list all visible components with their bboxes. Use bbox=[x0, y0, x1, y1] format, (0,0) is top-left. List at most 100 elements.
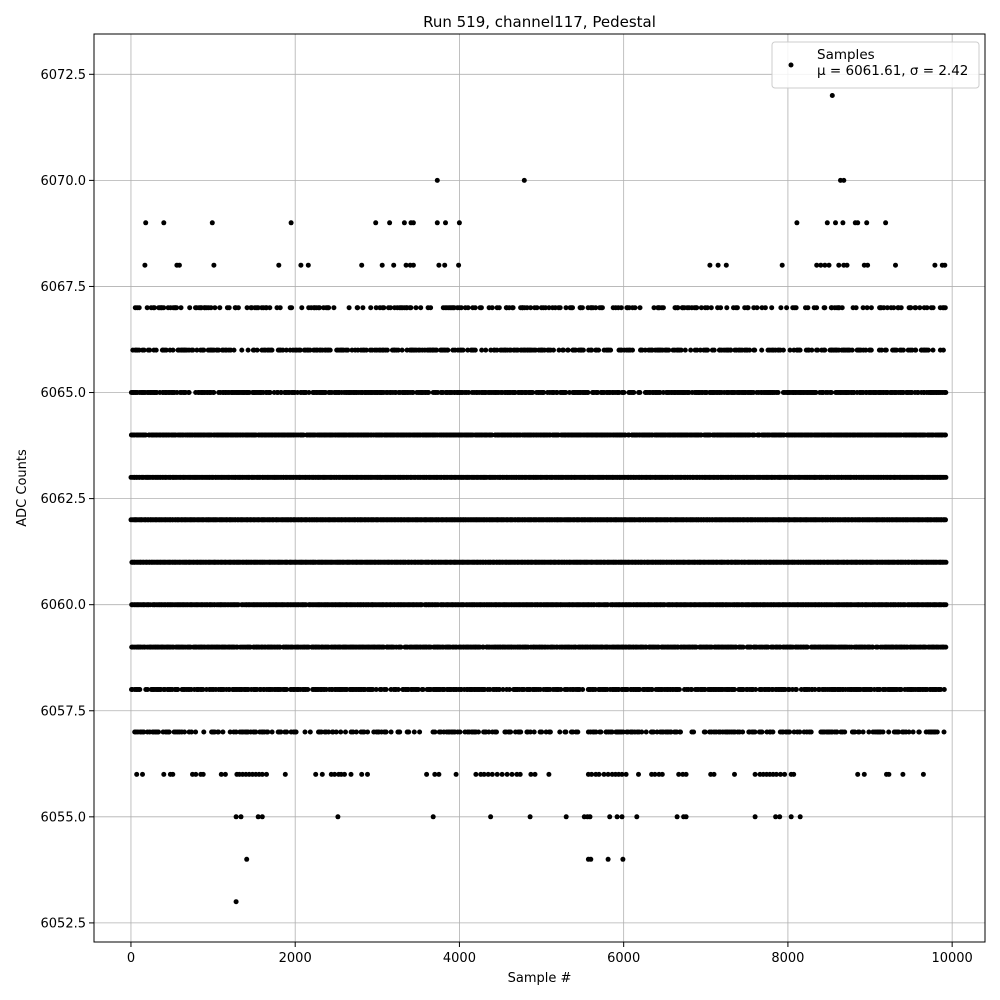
data-point bbox=[368, 305, 374, 311]
data-point bbox=[632, 305, 638, 311]
data-point bbox=[688, 347, 694, 353]
data-point bbox=[267, 390, 273, 395]
data-point bbox=[410, 220, 416, 226]
data-point bbox=[212, 305, 218, 311]
data-point bbox=[443, 220, 448, 226]
data-point bbox=[678, 347, 684, 353]
data-point bbox=[434, 220, 440, 226]
data-point bbox=[805, 305, 811, 311]
data-point bbox=[410, 262, 416, 268]
data-point bbox=[373, 305, 379, 311]
data-point bbox=[391, 262, 397, 268]
data-point bbox=[305, 262, 311, 268]
data-point bbox=[621, 390, 627, 395]
data-point bbox=[940, 347, 946, 353]
data-point bbox=[170, 347, 176, 353]
data-point bbox=[813, 390, 819, 395]
data-point bbox=[297, 347, 303, 353]
data-point bbox=[235, 305, 241, 311]
data-point bbox=[762, 305, 768, 311]
data-point bbox=[530, 390, 536, 395]
data-point bbox=[682, 347, 688, 353]
data-point bbox=[745, 305, 751, 311]
data-point bbox=[660, 305, 666, 311]
data-point bbox=[707, 262, 713, 268]
data-point bbox=[793, 305, 799, 311]
data-point bbox=[211, 262, 217, 268]
data-point bbox=[705, 347, 711, 353]
data-point bbox=[403, 262, 409, 268]
data-point bbox=[510, 305, 516, 311]
data-point bbox=[718, 305, 724, 311]
data-point bbox=[711, 347, 717, 353]
data-point bbox=[824, 220, 830, 226]
data-point bbox=[839, 305, 845, 311]
data-point bbox=[631, 390, 637, 395]
data-point bbox=[460, 347, 466, 353]
data-point bbox=[231, 347, 237, 353]
data-point bbox=[141, 347, 147, 353]
data-point bbox=[637, 390, 643, 395]
data-point bbox=[728, 347, 734, 353]
data-point bbox=[267, 305, 273, 311]
data-point bbox=[797, 347, 803, 353]
data-point bbox=[925, 347, 931, 353]
data-point bbox=[943, 390, 949, 395]
data-point bbox=[864, 220, 870, 226]
data-point bbox=[426, 390, 432, 395]
data-point bbox=[489, 305, 495, 311]
data-point bbox=[593, 305, 599, 311]
data-point bbox=[217, 305, 223, 311]
data-point bbox=[479, 347, 485, 353]
data-point bbox=[724, 305, 730, 311]
data-point bbox=[194, 347, 200, 353]
data-point bbox=[186, 390, 192, 395]
data-point bbox=[211, 390, 217, 395]
data-point bbox=[176, 262, 182, 268]
data-point bbox=[269, 347, 275, 353]
data-point bbox=[174, 305, 180, 311]
data-point bbox=[675, 305, 681, 311]
data-point bbox=[187, 305, 193, 311]
data-point bbox=[836, 262, 842, 268]
data-point bbox=[943, 432, 948, 438]
data-point bbox=[844, 262, 850, 268]
data-point bbox=[399, 347, 405, 353]
data-point bbox=[326, 305, 332, 311]
data-point bbox=[734, 305, 740, 311]
data-point bbox=[747, 347, 753, 353]
data-point bbox=[472, 347, 478, 353]
data-point bbox=[494, 347, 500, 353]
data-point bbox=[178, 305, 184, 311]
data-point bbox=[142, 262, 148, 268]
data-point bbox=[398, 644, 404, 650]
data-point bbox=[814, 262, 820, 268]
data-point bbox=[833, 220, 838, 226]
data-point bbox=[144, 305, 150, 311]
data-point bbox=[143, 220, 149, 226]
data-point bbox=[360, 305, 366, 311]
data-point bbox=[809, 347, 815, 353]
data-points bbox=[128, 93, 949, 905]
data-point bbox=[560, 347, 566, 353]
data-point bbox=[608, 347, 614, 353]
data-point bbox=[528, 305, 534, 311]
data-point bbox=[534, 305, 540, 311]
data-point bbox=[580, 347, 586, 353]
data-point bbox=[208, 305, 214, 311]
data-point bbox=[943, 559, 949, 565]
data-point bbox=[363, 347, 369, 353]
data-point bbox=[943, 474, 949, 480]
data-point bbox=[563, 305, 569, 311]
data-point bbox=[868, 347, 874, 353]
data-point bbox=[865, 262, 871, 268]
data-point bbox=[930, 347, 936, 353]
data-point bbox=[384, 347, 390, 353]
data-point bbox=[306, 390, 312, 395]
data-point bbox=[163, 347, 169, 353]
data-point bbox=[814, 305, 820, 311]
data-point bbox=[769, 305, 775, 311]
data-point bbox=[161, 220, 167, 226]
data-point bbox=[327, 347, 333, 353]
data-point bbox=[557, 305, 563, 311]
